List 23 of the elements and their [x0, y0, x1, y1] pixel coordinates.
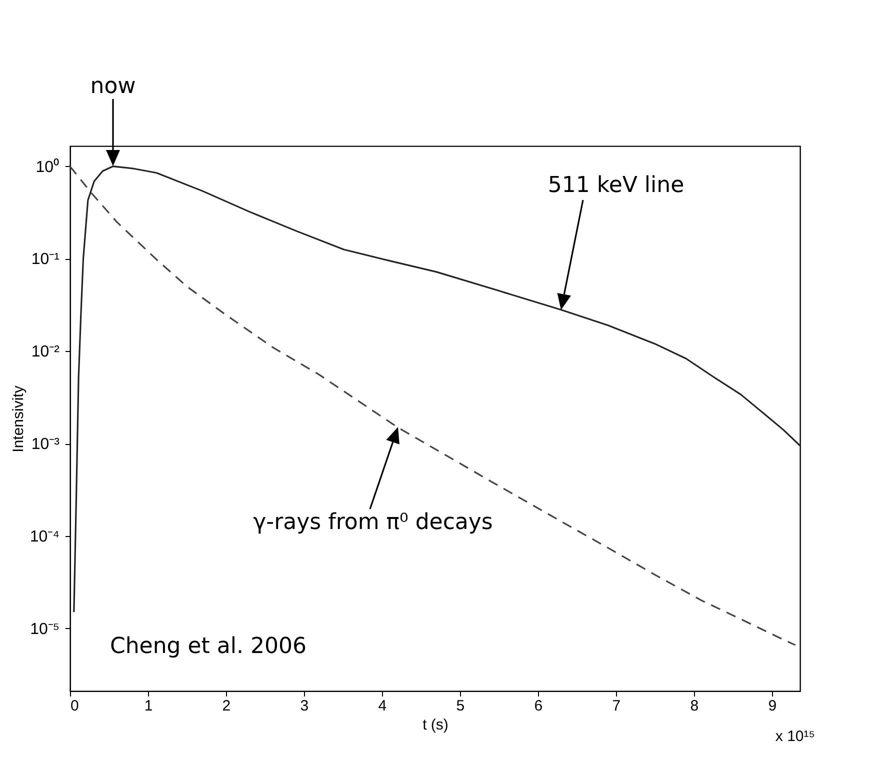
y-axis-title: Intensivity [10, 385, 27, 452]
x-axis-title: t (s) [422, 716, 448, 734]
y-tick-label: 10⁻² [31, 344, 60, 361]
text: x 10¹⁵ [775, 728, 815, 745]
annotation: Cheng et al. 2006 [110, 634, 306, 659]
y-tick-label: 10⁻³ [31, 436, 60, 454]
x-tick-label: 8 [690, 698, 699, 714]
y-tick-label: 10⁻¹ [31, 251, 60, 268]
x-tick-label: 6 [534, 698, 543, 714]
y-tick-label: 10⁰ [36, 158, 60, 176]
x-tick-label: 3 [300, 698, 309, 714]
x-tick-label: 0 [70, 698, 79, 714]
annotation: γ-rays from π⁰ decays [253, 510, 493, 535]
x-tick-label: 9 [768, 698, 777, 714]
annotation: 511 keV line [548, 173, 684, 198]
x-tick-label: 4 [378, 698, 387, 714]
x-tick-label: 2 [222, 698, 231, 714]
x-tick-label: 1 [144, 698, 153, 714]
y-tick-label: 10⁻⁵ [30, 620, 60, 638]
x-tick-label: 5 [456, 698, 465, 714]
y-tick-label: 10⁻⁴ [30, 528, 60, 546]
text: now [90, 74, 136, 99]
x-tick-label: 7 [612, 698, 621, 714]
